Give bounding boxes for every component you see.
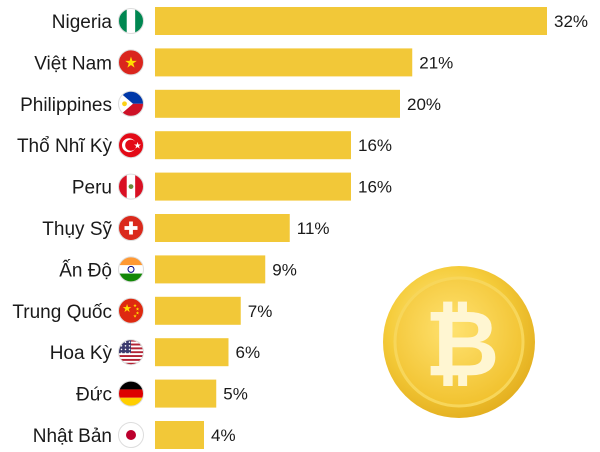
china-flag-icon: ★ ★★★★ [118,297,144,324]
india-flag-icon [118,256,144,283]
bar-row-nhat-ban: Nhật Bản 4% [33,421,236,449]
bar [155,214,290,242]
category-label: Đức [76,385,112,406]
svg-text:★: ★ [133,303,137,309]
bar [155,338,229,367]
switzerland-flag-icon [118,215,144,241]
value-label: 5% [223,385,248,404]
bar-row-hoa-ky: Hoa Kỳ 6% [50,338,261,367]
bar [155,255,266,284]
value-label: 9% [272,260,297,279]
category-label: Hoa Kỳ [50,343,113,364]
svg-text:★: ★ [122,302,132,315]
svg-text:★: ★ [133,313,137,319]
bar-row-duc: Đức 5% [76,379,248,408]
bar [155,48,413,77]
value-label: 7% [248,302,273,321]
category-label: Peru [72,178,112,199]
bar-row-peru: Peru 16% [72,172,392,201]
bar [155,421,204,449]
philippines-flag-icon [118,90,144,117]
bar [155,379,217,408]
value-label: 32% [554,12,588,31]
svg-text:★: ★ [135,306,139,312]
bar-row-trung-quoc: Trung Quốc ★ ★★★★ 7% [12,296,273,325]
category-label: Thụy Sỹ [42,219,112,240]
value-label: 16% [358,136,392,155]
value-label: 21% [419,53,453,72]
usa-flag-icon [118,339,144,366]
vietnam-flag-icon: ★ [118,49,144,76]
category-label: Nigeria [52,12,113,33]
bar [155,296,241,325]
bar-row-nigeria: Nigeria 32% [52,7,588,35]
bar [155,172,351,201]
category-label: Việt Nam [34,53,112,74]
category-label: Thổ Nhĩ Kỳ [17,136,113,157]
value-label: 4% [211,426,236,445]
bitcoin-coin-icon: ₿ [383,266,535,418]
category-label: Ấn Độ [59,259,112,281]
bar [155,7,547,35]
svg-text:★: ★ [133,142,141,152]
bar [155,89,400,118]
category-label: Trung Quốc [12,302,112,323]
germany-flag-icon [118,380,144,407]
bitcoin-symbol: ₿ [425,290,500,397]
category-label: Nhật Bản [33,426,112,447]
value-label: 16% [358,178,392,197]
value-label: 20% [407,95,441,114]
peru-flag-icon [118,173,144,200]
value-label: 6% [236,343,261,362]
value-label: 11% [297,219,330,238]
nigeria-flag-icon [118,8,144,34]
bar-row-thuy-sy: Thụy Sỹ 11% [42,214,330,242]
bar-row-an-do: Ấn Độ 9% [59,255,297,284]
category-label: Philippines [20,95,112,116]
japan-flag-icon [118,422,144,448]
bar [155,131,351,160]
turkey-flag-icon: ★ [118,132,144,159]
bar-row-tho-nhi-ky: Thổ Nhĩ Kỳ ★ 16% [17,131,392,160]
svg-text:★: ★ [124,53,137,71]
svg-text:★: ★ [135,310,139,316]
bar-row-viet-nam: Việt Nam ★ 21% [34,48,453,77]
bar-row-philippines: Philippines 20% [20,89,441,118]
